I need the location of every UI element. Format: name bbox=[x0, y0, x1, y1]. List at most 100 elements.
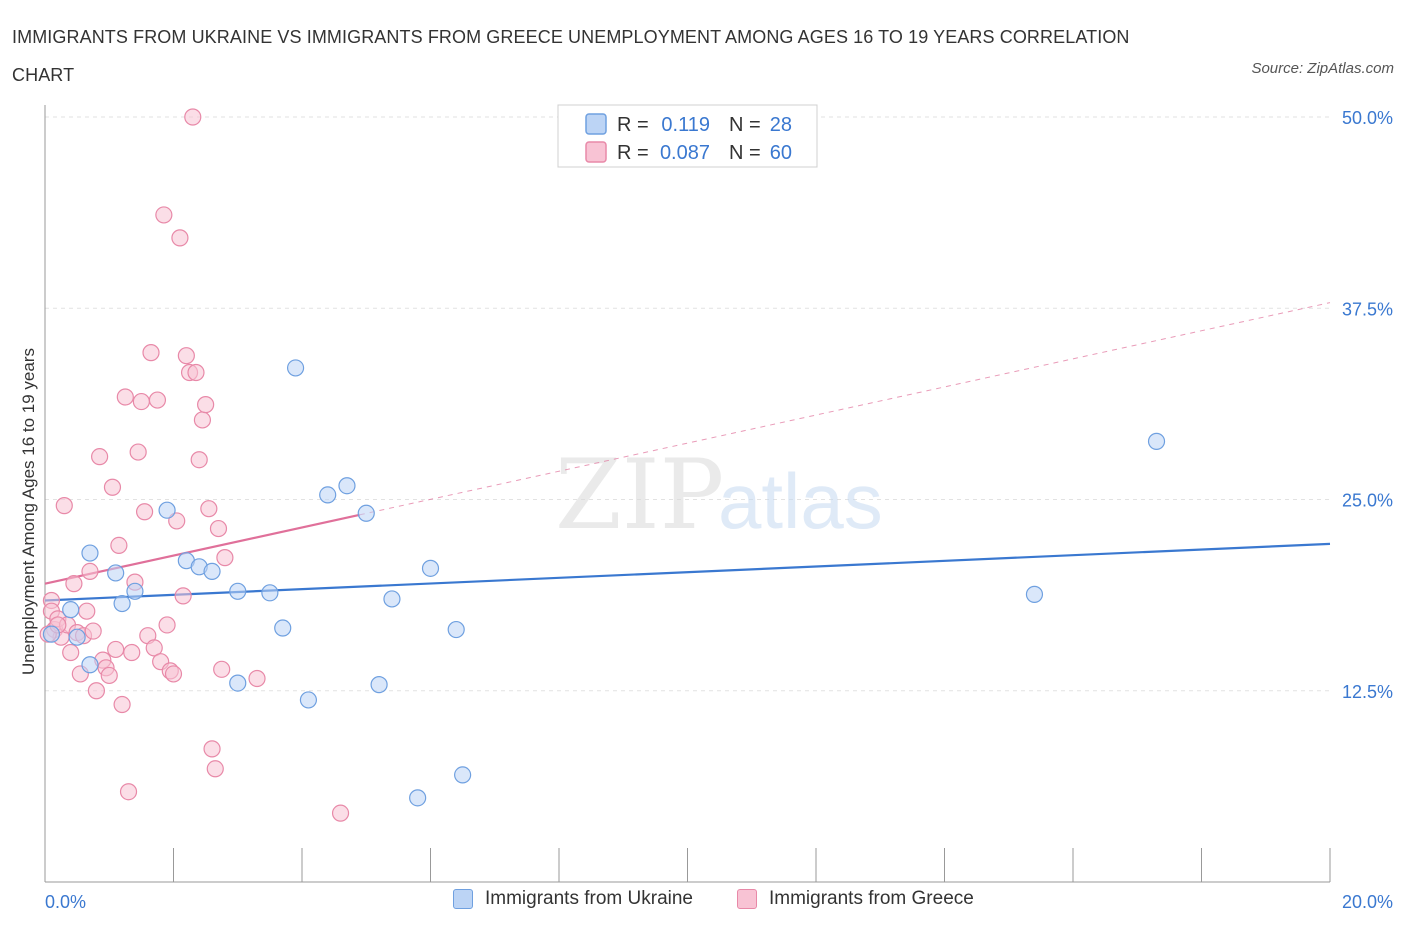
point-0-1 bbox=[62, 601, 80, 619]
y-tick-label-1: 25.0% bbox=[1342, 491, 1393, 511]
point-1-30 bbox=[135, 503, 154, 521]
x-tick-label-min: 0.0% bbox=[45, 892, 86, 912]
point-1-28 bbox=[129, 443, 147, 461]
point-0-27 bbox=[1025, 585, 1044, 603]
source-label: Source: ZipAtlas.com bbox=[1251, 60, 1394, 77]
legend-item-ukraine[interactable]: Immigrants from Ukraine bbox=[453, 888, 693, 910]
point-1-41 bbox=[171, 229, 189, 247]
point-0-15 bbox=[274, 619, 292, 637]
legend-label-greece: Immigrants from Greece bbox=[769, 888, 974, 909]
y-tick-labels: 12.5% 25.0% 37.5% 50.0% bbox=[1342, 108, 1393, 702]
axes bbox=[44, 105, 1331, 883]
point-1-23 bbox=[113, 695, 131, 714]
point-1-22 bbox=[110, 536, 128, 555]
watermark-atlas: atlas bbox=[718, 457, 883, 545]
point-1-48 bbox=[193, 411, 212, 429]
watermark: ZIP atlas bbox=[555, 439, 883, 551]
legend-stats-n-value-1: 60 bbox=[770, 142, 792, 164]
point-0-18 bbox=[319, 486, 337, 504]
legend-stats-box: R = 0.119 N = 28 R = 0.087 N = 60 bbox=[557, 104, 818, 168]
watermark-zip: ZIP bbox=[555, 439, 724, 551]
legend-label-ukraine: Immigrants from Ukraine bbox=[485, 888, 693, 909]
point-1-19 bbox=[100, 666, 118, 685]
legend-stats-r-label-1: R = bbox=[617, 142, 649, 164]
legend-stats-r-label-0: R = bbox=[617, 114, 649, 136]
point-1-46 bbox=[187, 363, 205, 382]
point-0-7 bbox=[126, 582, 144, 600]
legend-stats-n-value-0: 28 bbox=[770, 114, 792, 136]
point-1-24 bbox=[116, 388, 134, 406]
y-axis-label: Unemployment Among Ages 16 to 19 years bbox=[19, 348, 38, 675]
point-1-25 bbox=[119, 783, 138, 801]
point-1-29 bbox=[132, 392, 150, 411]
point-0-2 bbox=[68, 628, 86, 646]
legend-stats-r-value-1: 0.087 bbox=[660, 142, 710, 164]
point-1-56 bbox=[248, 669, 266, 688]
point-1-57 bbox=[331, 804, 350, 822]
point-1-16 bbox=[91, 448, 109, 466]
point-1-53 bbox=[209, 519, 228, 538]
legend-stats-n-label-0: N = bbox=[729, 114, 761, 136]
point-1-13 bbox=[81, 562, 99, 581]
point-0-13 bbox=[229, 582, 247, 600]
point-1-14 bbox=[84, 622, 102, 640]
point-1-51 bbox=[203, 740, 221, 758]
point-0-6 bbox=[113, 594, 131, 613]
point-0-5 bbox=[107, 564, 125, 582]
point-1-5 bbox=[55, 497, 73, 515]
point-0-26 bbox=[454, 766, 472, 784]
point-1-36 bbox=[155, 206, 173, 224]
point-0-25 bbox=[447, 620, 465, 639]
point-0-19 bbox=[338, 477, 356, 495]
point-1-26 bbox=[123, 643, 141, 662]
point-1-8 bbox=[65, 575, 83, 593]
x-tick-labels: 0.0% 20.0% bbox=[45, 892, 1393, 912]
point-1-7 bbox=[62, 643, 80, 662]
legend-stats-swatch-0 bbox=[585, 113, 607, 135]
legend-stats-swatch-1 bbox=[585, 141, 607, 163]
point-1-37 bbox=[158, 616, 176, 634]
legend-swatch-greece bbox=[737, 889, 757, 909]
chart-title: IMMIGRANTS FROM UKRAINE VS IMMIGRANTS FR… bbox=[12, 27, 1130, 85]
point-1-33 bbox=[145, 639, 163, 657]
trend-line-0 bbox=[44, 542, 1331, 602]
point-1-39 bbox=[164, 665, 183, 683]
point-0-17 bbox=[299, 691, 318, 709]
y-tick-label-3: 50.0% bbox=[1342, 108, 1393, 128]
point-1-12 bbox=[78, 602, 96, 620]
point-0-16 bbox=[286, 359, 305, 377]
point-1-54 bbox=[213, 660, 231, 678]
point-0-3 bbox=[81, 656, 99, 674]
point-1-42 bbox=[174, 587, 192, 605]
point-1-49 bbox=[197, 396, 215, 414]
point-0-14 bbox=[261, 584, 279, 602]
point-0-23 bbox=[409, 789, 427, 807]
point-1-34 bbox=[148, 391, 167, 409]
point-0-4 bbox=[81, 544, 99, 562]
point-1-50 bbox=[200, 500, 218, 518]
point-1-52 bbox=[206, 760, 224, 778]
legend-swatch-ukraine bbox=[453, 889, 473, 909]
point-1-47 bbox=[190, 451, 208, 469]
point-0-20 bbox=[357, 504, 375, 522]
point-1-20 bbox=[103, 478, 122, 496]
point-1-55 bbox=[216, 549, 234, 567]
point-0-24 bbox=[421, 559, 440, 577]
point-0-12 bbox=[229, 674, 247, 692]
point-0-11 bbox=[203, 562, 221, 581]
point-1-15 bbox=[87, 682, 106, 700]
point-0-22 bbox=[383, 590, 401, 608]
point-0-8 bbox=[158, 501, 176, 519]
grid-lines bbox=[45, 116, 1330, 692]
y-tick-label-2: 37.5% bbox=[1342, 299, 1393, 319]
data-points bbox=[39, 108, 1166, 822]
point-0-28 bbox=[1147, 432, 1166, 450]
legend-bottom: Immigrants from Ukraine Immigrants from … bbox=[0, 888, 1406, 918]
legend-stats-n-label-1: N = bbox=[729, 142, 761, 164]
point-1-43 bbox=[177, 347, 195, 365]
point-1-32 bbox=[142, 344, 160, 362]
legend-item-greece[interactable]: Immigrants from Greece bbox=[737, 888, 974, 910]
legend-stats-r-value-0: 0.119 bbox=[661, 114, 710, 136]
point-1-21 bbox=[107, 640, 125, 659]
